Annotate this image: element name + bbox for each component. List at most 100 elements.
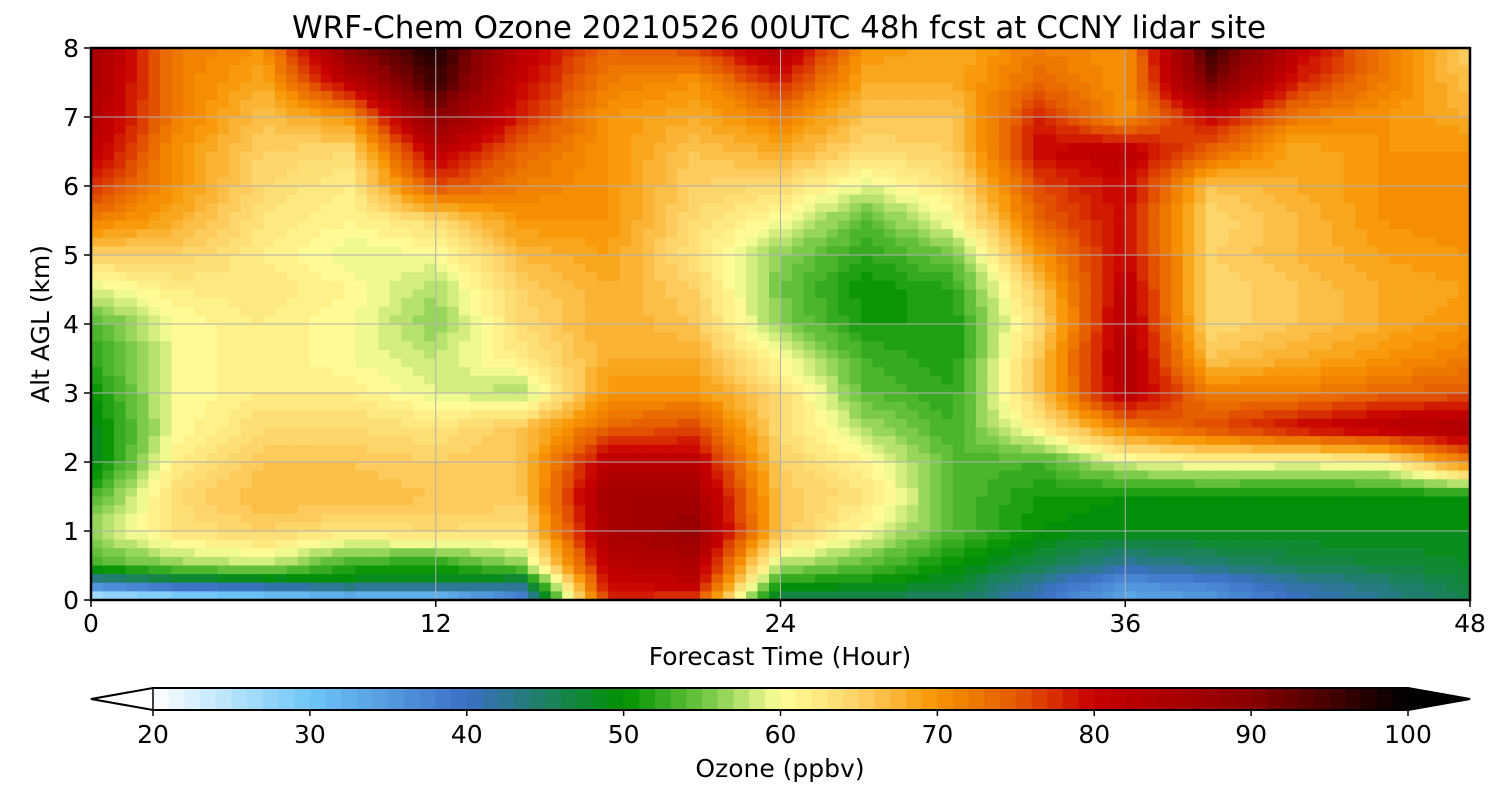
heatmap-cell	[677, 332, 690, 342]
heatmap-cell	[791, 142, 805, 153]
heatmap-cell	[1297, 99, 1310, 109]
heatmap-cell	[837, 255, 851, 265]
heatmap-cell	[217, 315, 230, 325]
heatmap-cell	[125, 134, 138, 144]
heatmap-cell	[952, 134, 965, 144]
heatmap-cell	[309, 229, 322, 239]
heatmap-cell	[1090, 220, 1103, 230]
heatmap-cell	[596, 65, 609, 75]
heatmap-cell	[113, 99, 127, 109]
heatmap-cell	[803, 324, 816, 334]
heatmap-cell	[297, 289, 310, 299]
heatmap-cell	[1090, 151, 1103, 161]
heatmap-cell	[631, 134, 644, 144]
heatmap-cell	[435, 315, 448, 325]
heatmap-cell	[872, 220, 885, 230]
heatmap-cell	[91, 229, 104, 239]
heatmap-cell	[688, 56, 701, 66]
heatmap-cell	[1067, 108, 1080, 118]
heatmap-cell	[516, 255, 529, 265]
heatmap-cell	[1332, 332, 1345, 342]
heatmap-cell	[1228, 246, 1241, 256]
heatmap-cell	[791, 125, 805, 135]
heatmap-cell	[906, 56, 919, 66]
heatmap-cell	[320, 393, 333, 403]
heatmap-cell	[424, 384, 437, 394]
heatmap-cell	[654, 332, 667, 342]
heatmap-cell	[700, 255, 713, 265]
heatmap-cell	[964, 384, 977, 394]
heatmap-cell	[1378, 168, 1391, 178]
heatmap-cell	[217, 384, 230, 394]
heatmap-cell	[711, 384, 724, 394]
heatmap-cell	[286, 211, 299, 222]
heatmap-cell	[746, 211, 759, 222]
heatmap-cell	[516, 151, 529, 161]
heatmap-cell	[125, 393, 138, 403]
heatmap-cell	[102, 393, 115, 403]
heatmap-cell	[1205, 306, 1218, 316]
heatmap-cell	[113, 151, 127, 161]
heatmap-cell	[1079, 142, 1092, 153]
heatmap-cell	[251, 298, 264, 308]
heatmap-cell	[401, 151, 414, 161]
heatmap-cell	[1240, 272, 1253, 282]
heatmap-cell	[1343, 220, 1356, 230]
heatmap-cell	[1021, 280, 1034, 291]
heatmap-cell	[205, 160, 219, 170]
heatmap-cell	[481, 203, 494, 213]
heatmap-cell	[516, 160, 529, 170]
heatmap-cell	[631, 177, 644, 187]
heatmap-cell	[941, 229, 954, 239]
heatmap-cell	[849, 255, 862, 265]
heatmap-cell	[1125, 117, 1138, 127]
heatmap-cell	[148, 401, 161, 411]
heatmap-cell	[1102, 246, 1115, 256]
heatmap-cell	[780, 220, 793, 230]
heatmap-cell	[1033, 367, 1046, 377]
heatmap-cell	[906, 237, 919, 247]
heatmap-cell	[458, 160, 471, 170]
heatmap-cell	[401, 298, 414, 308]
heatmap-cell	[194, 177, 207, 187]
heatmap-cell	[791, 160, 805, 170]
heatmap-cell	[102, 142, 115, 153]
heatmap-cell	[585, 306, 598, 316]
heatmap-cell	[964, 324, 977, 334]
heatmap-cell	[481, 237, 494, 247]
heatmap-cell	[941, 186, 954, 196]
heatmap-cell	[987, 255, 1000, 265]
heatmap-cell	[171, 203, 184, 213]
heatmap-cell	[493, 99, 506, 109]
heatmap-cell	[849, 367, 862, 377]
heatmap-cell	[573, 125, 586, 135]
heatmap-cell	[1332, 349, 1345, 360]
heatmap-cell	[1435, 160, 1448, 170]
heatmap-cell	[596, 211, 609, 222]
heatmap-cell	[1136, 160, 1149, 170]
heatmap-cell	[585, 220, 598, 230]
heatmap-cell	[251, 306, 264, 316]
heatmap-cell	[1067, 160, 1080, 170]
heatmap-cell	[952, 229, 965, 239]
heatmap-cell	[596, 177, 609, 187]
heatmap-cell	[332, 73, 345, 84]
heatmap-cell	[941, 298, 954, 308]
heatmap-cell	[435, 306, 448, 316]
heatmap-cell	[1458, 142, 1471, 153]
heatmap-cell	[493, 125, 506, 135]
heatmap-cell	[700, 332, 713, 342]
heatmap-cell	[906, 324, 919, 334]
heatmap-cell	[148, 263, 161, 273]
heatmap-cell	[929, 73, 942, 84]
heatmap-cell	[1148, 324, 1161, 334]
heatmap-cell	[136, 125, 150, 135]
heatmap-cell	[1067, 349, 1080, 360]
heatmap-cell	[205, 375, 219, 385]
heatmap-cell	[378, 298, 391, 308]
heatmap-cell	[619, 332, 632, 342]
heatmap-cell	[205, 289, 219, 299]
heatmap-cell	[136, 142, 150, 153]
heatmap-cell	[1343, 108, 1356, 118]
heatmap-cell	[355, 237, 368, 247]
